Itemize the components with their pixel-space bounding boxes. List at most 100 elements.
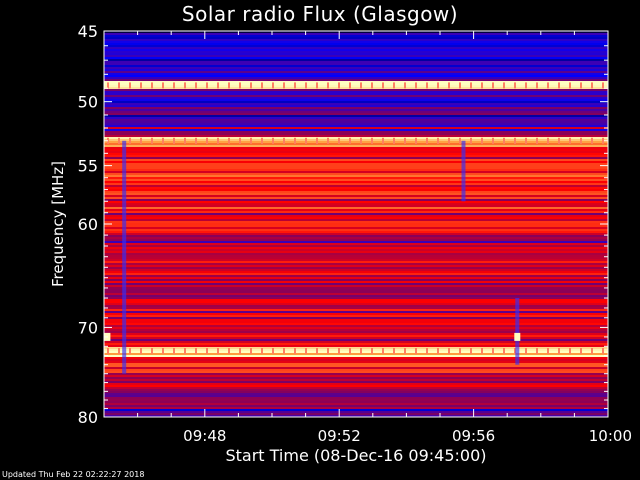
- emission-speckle: [228, 82, 230, 89]
- spectrogram-row: [104, 159, 608, 162]
- spectrogram-row: [104, 181, 608, 184]
- emission-speckle: [514, 137, 516, 144]
- spectrogram-row: [104, 279, 608, 282]
- spectrogram-row: [104, 333, 608, 336]
- spectrogram-row: [104, 373, 608, 376]
- emission-speckle: [206, 82, 208, 89]
- spectrogram-row: [104, 377, 608, 380]
- emission-speckle: [272, 348, 274, 354]
- spectrogram-row: [104, 89, 608, 92]
- spectrogram-row: [104, 413, 608, 416]
- emission-speckle: [272, 82, 274, 89]
- emission-speckle: [173, 348, 175, 354]
- spectrogram-row: [104, 129, 608, 132]
- spectrogram-row: [104, 77, 608, 80]
- spectrogram-row: [104, 355, 608, 358]
- spectrogram-row: [104, 251, 608, 254]
- spectrogram-row: [104, 325, 608, 328]
- emission-speckle: [547, 137, 549, 144]
- y-axis: 45 50 55 60 70 80: [78, 22, 608, 427]
- emission-speckle: [536, 82, 538, 89]
- spectrogram-row: [104, 353, 608, 356]
- spectrogram-row: [104, 289, 608, 292]
- emission-speckle: [305, 82, 307, 89]
- spectrogram-row: [104, 399, 608, 402]
- spectrogram-row: [104, 103, 608, 106]
- spectrogram-row: [104, 329, 608, 332]
- spectrogram-row: [104, 315, 608, 318]
- emission-speckle: [514, 348, 516, 354]
- x-tick-label: 10:00: [589, 427, 632, 445]
- spectrogram-row: [104, 253, 608, 256]
- emission-speckle: [250, 137, 252, 144]
- spectrogram-row: [104, 91, 608, 94]
- emission-speckle: [525, 82, 527, 89]
- emission-speckle: [118, 348, 120, 354]
- spectrogram-row: [104, 221, 608, 224]
- emission-speckle: [580, 348, 582, 354]
- emission-speckle: [195, 137, 197, 144]
- spectrogram-row: [104, 327, 608, 330]
- spectrogram-plot-area: [104, 31, 608, 417]
- spectrogram-row: [104, 215, 608, 218]
- spectrogram-row: [104, 291, 608, 294]
- emission-speckle: [459, 82, 461, 89]
- spectrogram-row: [104, 41, 608, 44]
- emission-speckle: [437, 137, 439, 144]
- emission-speckle: [338, 348, 340, 354]
- spectrogram-row: [104, 171, 608, 174]
- emission-speckle: [437, 348, 439, 354]
- emission-speckle: [459, 348, 461, 354]
- spectrogram-row: [104, 69, 608, 72]
- emission-speckle: [261, 137, 263, 144]
- spectrogram-row: [104, 217, 608, 220]
- emission-speckle: [404, 82, 406, 89]
- spectrogram-row: [104, 287, 608, 290]
- spectrogram-row: [104, 175, 608, 178]
- spectrogram-row: [104, 121, 608, 124]
- spectrogram-row: [104, 271, 608, 274]
- spectrogram-row: [104, 127, 608, 130]
- spectrogram-row: [104, 299, 608, 302]
- spectrogram-row: [104, 225, 608, 228]
- emission-speckle: [360, 82, 362, 89]
- emission-speckle: [206, 137, 208, 144]
- spectrogram-row: [104, 149, 608, 152]
- spectrogram-row: [104, 277, 608, 280]
- spectrogram-row: [104, 87, 608, 90]
- spectrogram-row: [104, 393, 608, 396]
- spectrogram-row: [104, 363, 608, 366]
- emission-speckle: [140, 137, 142, 144]
- spectrogram-row: [104, 51, 608, 54]
- spectrogram-row: [104, 161, 608, 164]
- spectrogram-row: [104, 147, 608, 150]
- spectrogram-row: [104, 357, 608, 360]
- spectrogram-row: [104, 135, 608, 138]
- emission-speckle: [492, 137, 494, 144]
- spectrogram-row: [104, 187, 608, 190]
- spectrogram-row: [104, 301, 608, 304]
- spectrogram-row: [104, 223, 608, 226]
- spectrogram-row: [104, 281, 608, 284]
- emission-speckle: [503, 137, 505, 144]
- spectrogram-row: [104, 409, 608, 412]
- spectrogram-row: [104, 307, 608, 310]
- spectrogram-row: [104, 269, 608, 272]
- spectrogram-row: [104, 85, 608, 88]
- emission-speckle: [437, 82, 439, 89]
- emission-speckle: [481, 348, 483, 354]
- emission-speckle: [470, 137, 472, 144]
- emission-speckle: [316, 348, 318, 354]
- spectrogram-row: [104, 61, 608, 64]
- spectrogram-row: [104, 73, 608, 76]
- emission-speckle: [327, 137, 329, 144]
- emission-speckle: [525, 348, 527, 354]
- emission-speckle: [371, 82, 373, 89]
- spectrogram-row: [104, 383, 608, 386]
- spectrogram-row: [104, 321, 608, 324]
- emission-speckle: [250, 82, 252, 89]
- spectrogram-row: [104, 233, 608, 236]
- spectrogram-row: [104, 305, 608, 308]
- spectrogram-row: [104, 387, 608, 390]
- spectrogram-row: [104, 247, 608, 250]
